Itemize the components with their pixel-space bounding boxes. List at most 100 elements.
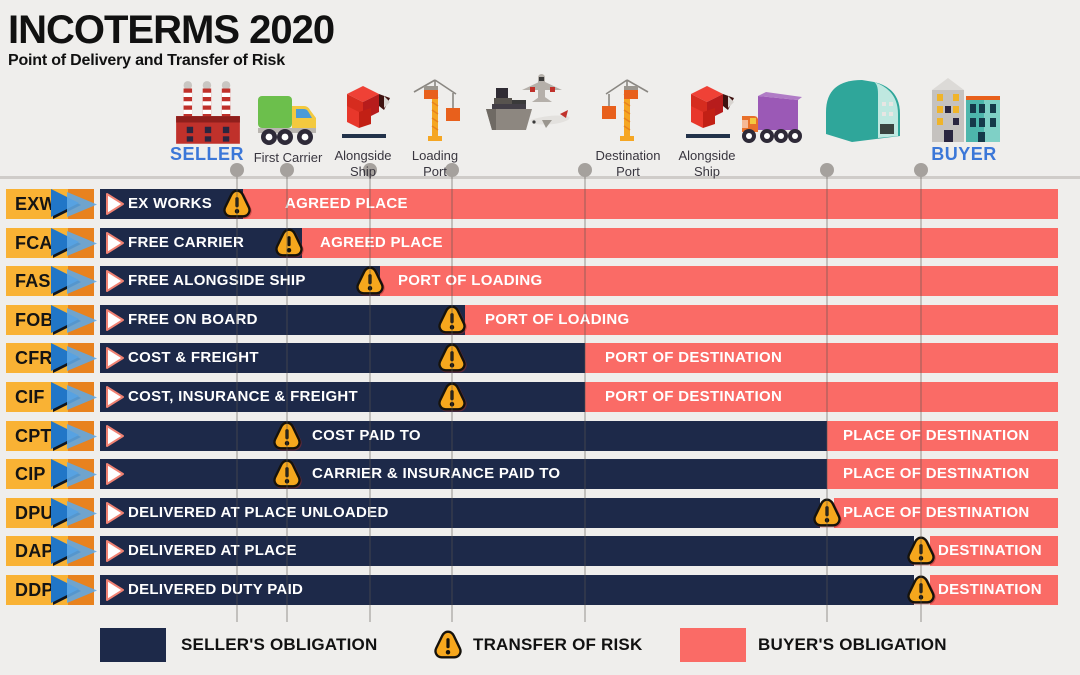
- incoterm-row-cif: CIF COST, INSURANCE & FREIGHT PORT OF DEST…: [0, 381, 1080, 414]
- loading-port-label: Loading Port: [411, 148, 459, 179]
- gridline-dot: [445, 163, 459, 177]
- incoterm-row-fas: FAS FREE ALONGSIDE SHIP PORT OF LOADING: [0, 265, 1080, 298]
- buyer-obligation-text: PORT OF DESTINATION: [605, 349, 783, 367]
- buyer-obligation-text: PORT OF DESTINATION: [605, 387, 783, 405]
- buyer-obligation-bar: PLACE OF DESTINATION: [827, 420, 1058, 451]
- seller-obligation-bar: COST PAID TO: [100, 420, 827, 453]
- buyer-obligation-text: PLACE OF DESTINATION: [843, 465, 1030, 483]
- bar-start-chevron-icon: [105, 192, 125, 221]
- term-code-tag: EXW: [6, 189, 97, 219]
- seller-obligation-text: FREE ON BOARD: [128, 310, 258, 328]
- bar-start-chevron-icon: [105, 231, 125, 260]
- incoterm-row-dpu: DPU DELIVERED AT PLACE UNLOADED PLACE OF D…: [0, 497, 1080, 529]
- double-arrow-icon: [48, 264, 108, 303]
- legend-seller-swatch: [100, 628, 166, 662]
- seller-obligation-text: COST PAID TO: [312, 426, 421, 444]
- double-arrow-icon: [48, 457, 108, 496]
- risk-transfer-icon: [273, 227, 305, 259]
- legend-buyer-label: BUYER'S OBLIGATION: [758, 635, 947, 654]
- incoterm-row-fca: FCA FREE CARRIER AGREED PLACE: [0, 227, 1080, 260]
- term-code-tag: CPT: [6, 420, 97, 451]
- seller-obligation-text: FREE ALONGSIDE SHIP: [128, 272, 306, 290]
- bar-start-chevron-icon: [105, 539, 125, 568]
- gridline: [578, 163, 592, 622]
- buyer-obligation-bar: DESTINATION: [930, 574, 1058, 605]
- legend-risk-icon: [432, 629, 464, 661]
- buyer-obligation-bar: AGREED PLACE: [243, 189, 1058, 219]
- gridline-dot: [820, 163, 834, 177]
- double-arrow-icon: [48, 419, 108, 458]
- alongside-ship-destination-icon: [678, 84, 736, 148]
- risk-transfer-icon: [221, 188, 253, 220]
- legend-risk-label: TRANSFER OF RISK: [473, 635, 643, 654]
- incoterm-row-cip: CIP CARRIER & INSURANCE PAID TO PLACE OF D…: [0, 459, 1080, 491]
- gridline: [914, 163, 928, 622]
- term-code-tag: FCA: [6, 227, 97, 258]
- term-code: DPU: [15, 502, 54, 523]
- buyer-obligation-bar: PLACE OF DESTINATION: [834, 497, 1058, 528]
- risk-transfer-icon: [436, 381, 468, 413]
- bar-start-chevron-icon: [105, 385, 125, 414]
- gridline-dot: [280, 163, 294, 177]
- first-carrier-label: First Carrier: [253, 150, 323, 165]
- gridline-dot: [230, 163, 244, 177]
- destination-port-label: Destination Port: [595, 148, 661, 179]
- buyer-obligation-bar: PORT OF LOADING: [380, 266, 1058, 297]
- buyer-obligation-text: DESTINATION: [938, 580, 1042, 598]
- alongside-ship-destination-label: Alongside Ship: [678, 148, 736, 179]
- seller-obligation-bar: CARRIER & INSURANCE PAID TO: [100, 459, 827, 491]
- seller-obligation-text: DELIVERED AT PLACE UNLOADED: [128, 503, 389, 521]
- legend-buyer-swatch: [680, 628, 746, 662]
- loading-port-crane-icon: [406, 76, 464, 148]
- risk-transfer-icon: [811, 497, 843, 529]
- incoterm-row-cpt: CPT COST PAID TO PLACE OF DESTINATION: [0, 420, 1080, 453]
- buyer-obligation-text: PLACE OF DESTINATION: [843, 426, 1030, 444]
- term-code: DAP: [15, 541, 54, 562]
- term-code-tag: CIP: [6, 459, 97, 490]
- gridline-dot: [914, 163, 928, 177]
- gridline: [230, 163, 244, 622]
- incoterm-rows: EXW EX WORKS AGREED PLACE FCA FREE CARRIER AG…: [0, 189, 1080, 614]
- seller-obligation-text: COST, INSURANCE & FREIGHT: [128, 387, 359, 405]
- term-code-tag: DDP: [6, 574, 97, 605]
- page-title: INCOTERMS 2020: [8, 8, 335, 52]
- double-arrow-icon: [48, 496, 108, 535]
- incoterm-row-dap: DAP DELIVERED AT PLACE DESTINATION: [0, 536, 1080, 568]
- buyer-obligation-bar: PLACE OF DESTINATION: [827, 459, 1058, 490]
- double-arrow-icon: [48, 226, 108, 265]
- term-code: FOB: [15, 309, 54, 330]
- term-code: FCA: [15, 232, 53, 253]
- delivery-truck-icon: [740, 90, 804, 148]
- buyer-label: BUYER: [931, 144, 997, 164]
- double-arrow-icon: [48, 534, 108, 573]
- risk-transfer-icon: [354, 265, 386, 297]
- bar-start-chevron-icon: [105, 462, 125, 491]
- risk-transfer-icon: [436, 342, 468, 374]
- alongside-ship-origin-icon: [334, 84, 392, 148]
- term-code: CIP: [15, 464, 46, 485]
- buyer-buildings-icon: [926, 76, 1002, 148]
- term-code: CIF: [15, 386, 45, 407]
- risk-transfer-icon: [436, 304, 468, 336]
- gridline-dot: [363, 163, 377, 177]
- term-code: EXW: [15, 194, 57, 214]
- seller-obligation-bar: FREE ON BOARD: [100, 304, 465, 335]
- seller-obligation-bar: DELIVERED AT PLACE UNLOADED: [100, 497, 820, 528]
- page-subtitle: Point of Delivery and Transfer of Risk: [8, 52, 285, 69]
- gridline-dot: [578, 163, 592, 177]
- term-code-tag: DPU: [6, 497, 97, 528]
- bar-start-chevron-icon: [105, 269, 125, 298]
- bar-start-chevron-icon: [105, 424, 125, 453]
- term-code: DDP: [15, 579, 54, 600]
- seller-factory-icon: [172, 78, 244, 148]
- incoterm-row-exw: EXW EX WORKS AGREED PLACE: [0, 189, 1080, 219]
- seller-obligation-text: DELIVERED AT PLACE: [128, 542, 297, 560]
- double-arrow-icon: [48, 187, 108, 226]
- seller-obligation-text: CARRIER & INSURANCE PAID TO: [312, 465, 561, 483]
- incoterm-row-cfr: CFR COST & FREIGHT PORT OF DESTINATION: [0, 342, 1080, 375]
- timeline-baseline: [0, 176, 1080, 179]
- term-code: CFR: [15, 348, 53, 369]
- bar-start-chevron-icon: [105, 346, 125, 375]
- seller-obligation-bar: COST, INSURANCE & FREIGHT: [100, 381, 585, 414]
